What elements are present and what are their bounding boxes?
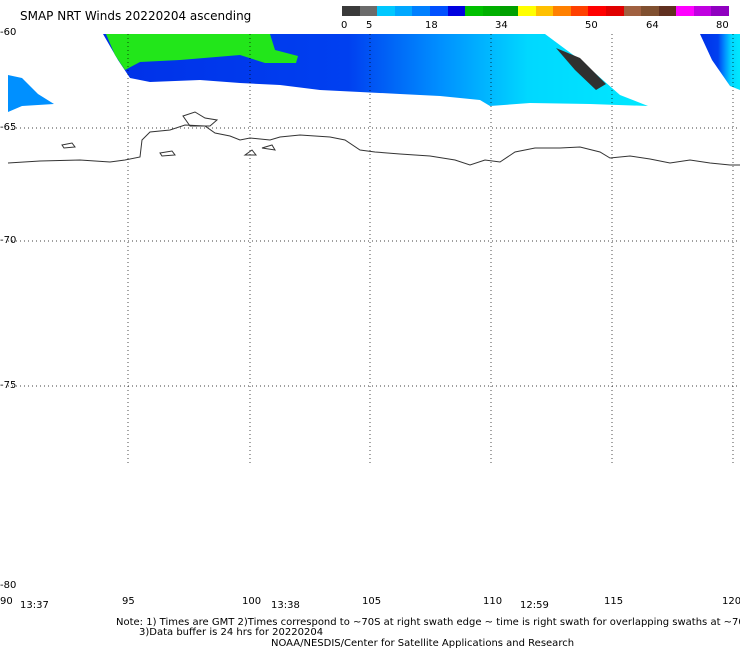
longitude-label: 90 xyxy=(0,596,13,607)
note-line: Note: 1) Times are GMT 2)Times correspon… xyxy=(116,617,740,628)
colorbar-label: 80 xyxy=(716,20,729,31)
colorbar-label: 18 xyxy=(425,20,438,31)
colorbar-label: 5 xyxy=(366,20,373,31)
colorbar-swatch xyxy=(429,6,448,16)
coastline xyxy=(7,111,740,166)
note-line: 3)Data buffer is 24 hrs for 20220204 xyxy=(139,627,324,638)
latitude-label: -60 xyxy=(0,27,17,38)
longitude-label: 95 xyxy=(122,596,135,607)
colorbar-swatch xyxy=(711,6,730,16)
latitude-label: -65 xyxy=(0,122,17,133)
colorbar-label: 50 xyxy=(585,20,598,31)
colorbar-swatch xyxy=(641,6,659,16)
longitude-label: 110 xyxy=(483,596,503,607)
colorbar-swatch xyxy=(465,6,483,16)
longitude-label: 120 xyxy=(722,596,740,607)
colorbar-label: 34 xyxy=(495,20,508,31)
swath-time: 12:59 xyxy=(520,600,549,611)
latitude-label: -70 xyxy=(0,235,17,246)
colorbar-swatch xyxy=(553,6,571,16)
colorbar-swatch xyxy=(394,6,413,16)
colorbar-swatch xyxy=(605,6,624,16)
latitude-label: -80 xyxy=(0,580,17,591)
longitude-label: 100 xyxy=(242,596,262,607)
colorbar-label: 0 xyxy=(341,20,348,31)
colorbar-swatch xyxy=(500,6,518,16)
colorbar-swatch xyxy=(447,6,466,16)
longitude-label: 115 xyxy=(604,596,624,607)
colorbar-swatch xyxy=(623,6,642,16)
graticule xyxy=(8,34,740,465)
colorbar-swatch xyxy=(359,6,378,16)
colorbar-swatch xyxy=(517,6,536,16)
longitude-label: 105 xyxy=(362,596,382,607)
note-line: NOAA/NESDIS/Center for Satellite Applica… xyxy=(271,638,575,649)
swath-time: 13:38 xyxy=(271,600,300,611)
colorbar-swatch xyxy=(535,6,554,16)
colorbar-swatch xyxy=(482,6,501,16)
colorbar-swatch xyxy=(570,6,589,16)
wind-swath-dark xyxy=(556,48,606,90)
colorbar-swatch xyxy=(377,6,395,16)
latitude-label: -75 xyxy=(0,380,17,391)
colorbar-swatch xyxy=(412,6,430,16)
swath-time: 13:37 xyxy=(20,600,49,611)
wind-swath-right xyxy=(700,34,740,90)
wind-speed-colorbar xyxy=(342,6,730,16)
map-title: SMAP NRT Winds 20220204 ascending xyxy=(20,9,252,23)
colorbar-swatch xyxy=(676,6,694,16)
colorbar-swatch xyxy=(342,6,360,16)
colorbar-label: 64 xyxy=(646,20,659,31)
colorbar-swatch xyxy=(658,6,677,16)
wind-swath-left xyxy=(8,75,54,112)
colorbar-swatch xyxy=(693,6,712,16)
colorbar-swatch xyxy=(588,6,606,16)
